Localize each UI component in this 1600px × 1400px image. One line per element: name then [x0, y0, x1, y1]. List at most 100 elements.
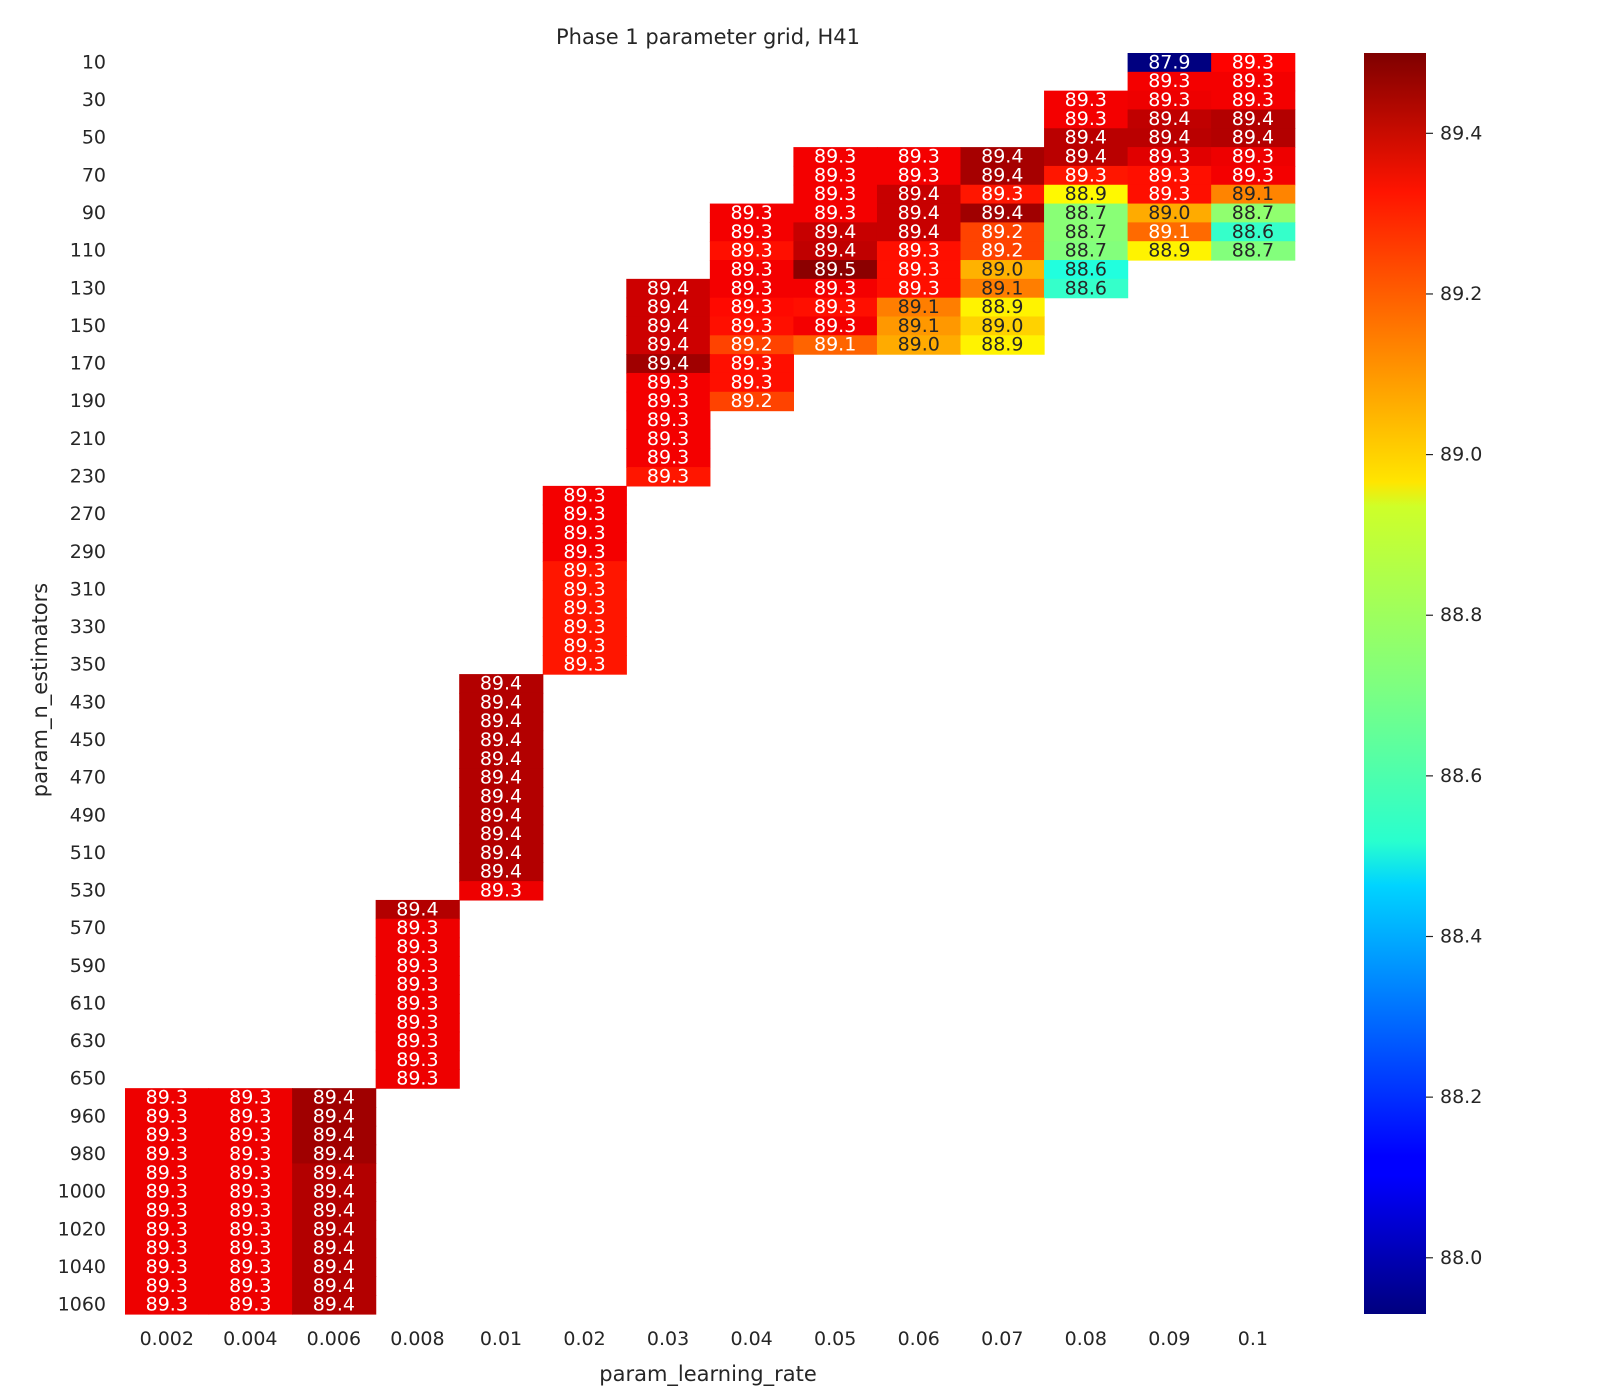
cell-value-label: 89.3 — [730, 296, 772, 318]
cell-value-label: 89.4 — [480, 823, 522, 845]
x-tick-label: 0.006 — [307, 1328, 361, 1350]
cell-value-label: 89.3 — [563, 635, 605, 657]
cell-value-label: 89.3 — [563, 484, 605, 506]
colorbar-tick-label: 88.2 — [1440, 1086, 1482, 1108]
heatmap-cell — [375, 1069, 460, 1089]
heatmap-cell — [542, 655, 627, 675]
heatmap-cell — [709, 278, 794, 299]
cell-value-label: 89.3 — [563, 616, 605, 638]
cell-value-label: 89.3 — [146, 1218, 188, 1240]
heatmap-cell — [1127, 184, 1212, 205]
colorbar-tick-label: 89.0 — [1440, 444, 1482, 466]
heatmap-cell — [1211, 109, 1296, 129]
heatmap-cell — [125, 1201, 210, 1221]
cell-value-label: 89.3 — [563, 541, 605, 563]
heatmap-cell — [459, 768, 544, 788]
cell-value-label: 89.4 — [647, 334, 689, 356]
cell-value-label: 89.3 — [1148, 164, 1190, 186]
cell-value-label: 89.4 — [313, 1105, 355, 1127]
heatmap-cell — [1211, 147, 1296, 167]
cell-value-label: 88.7 — [1065, 202, 1107, 224]
heatmap-cell — [292, 1238, 377, 1259]
heatmap-cell — [626, 448, 711, 468]
heatmap-cell-labels: 87.9 89.389.3 89.389.3 89.3 89.389.3 89.4 89.4… — [146, 51, 1274, 1315]
heatmap-cell — [292, 1295, 377, 1315]
heatmap-cell — [793, 222, 878, 242]
heatmap-cell — [208, 1276, 293, 1296]
heatmap-cell — [542, 542, 627, 562]
cell-value-label: 89.4 — [396, 898, 438, 920]
cell-value-label: 89.4 — [313, 1143, 355, 1165]
cell-value-label: 88.9 — [981, 296, 1023, 318]
chart-title: Phase 1 parameter grid, H41 — [556, 25, 860, 49]
cell-value-label: 89.4 — [313, 1294, 355, 1316]
y-tick-label: 50 — [82, 127, 106, 149]
x-axis-ticks: 0.002 0.004 0.006 0.008 0.01 0.02 0.03 0.04 0.05… — [140, 1328, 1268, 1350]
cell-value-label: 89.3 — [1065, 89, 1107, 111]
heatmap-cell — [125, 1106, 210, 1127]
cell-value-label: 89.3 — [563, 503, 605, 525]
heatmap-cell — [1211, 128, 1296, 148]
cell-value-label: 89.4 — [313, 1087, 355, 1109]
cell-value-label: 89.3 — [396, 974, 438, 996]
cell-value-label: 89.3 — [146, 1256, 188, 1278]
heatmap-cell — [960, 203, 1045, 223]
heatmap-cell — [208, 1163, 293, 1183]
cell-value-label: 89.3 — [814, 164, 856, 186]
cell-value-label: 89.3 — [1232, 164, 1274, 186]
cell-value-label: 89.1 — [1148, 221, 1190, 243]
heatmap-cell — [208, 1201, 293, 1221]
cell-value-label: 89.4 — [1148, 127, 1190, 149]
cell-value-label: 89.4 — [313, 1124, 355, 1146]
cell-value-label: 88.9 — [1148, 240, 1190, 262]
cell-value-label: 89.3 — [229, 1199, 271, 1221]
heatmap-cell — [626, 467, 711, 487]
y-tick-label: 350 — [70, 654, 106, 676]
heatmap-cell — [1127, 90, 1212, 111]
cell-value-label: 89.1 — [814, 334, 856, 356]
cell-value-label: 89.2 — [981, 240, 1023, 262]
heatmap-cell — [375, 918, 460, 939]
heatmap-cell — [208, 1125, 293, 1146]
y-tick-label: 150 — [70, 315, 106, 337]
heatmap-cell — [1211, 222, 1296, 242]
y-tick-label: 610 — [70, 992, 106, 1014]
heatmap-cell — [876, 203, 962, 223]
cell-value-label: 89.4 — [898, 221, 940, 243]
cell-value-label: 89.4 — [981, 202, 1023, 224]
cell-value-label: 89.3 — [146, 1124, 188, 1146]
cell-value-label: 88.6 — [1065, 258, 1107, 280]
cell-value-label: 89.3 — [730, 258, 772, 280]
cell-value-label: 89.3 — [898, 258, 940, 280]
heatmap-cell — [709, 297, 794, 318]
y-axis-label: param_n_estimators — [28, 583, 53, 797]
cell-value-label: 89.3 — [563, 654, 605, 676]
heatmap-cell — [709, 372, 794, 393]
heatmap-cells — [125, 53, 1296, 1315]
cell-value-label: 89.3 — [730, 371, 772, 393]
cell-value-label: 88.9 — [1065, 183, 1107, 205]
heatmap-cell — [125, 1163, 210, 1183]
heatmap-cell — [709, 260, 794, 280]
cell-value-label: 89.4 — [480, 767, 522, 789]
heatmap-cell — [208, 1295, 293, 1315]
heatmap-cell — [960, 278, 1045, 299]
cell-value-label: 89.3 — [146, 1237, 188, 1259]
cell-value-label: 89.3 — [1065, 164, 1107, 186]
cell-value-label: 89.2 — [730, 334, 772, 356]
heatmap-cell — [876, 222, 962, 242]
heatmap-cell — [375, 975, 460, 995]
heatmap-cell — [125, 1219, 210, 1240]
cell-value-label: 89.3 — [396, 992, 438, 1014]
cell-value-label: 89.3 — [229, 1294, 271, 1316]
cell-value-label: 89.3 — [647, 371, 689, 393]
cell-value-label: 89.1 — [898, 315, 940, 337]
cell-value-label: 89.3 — [1232, 89, 1274, 111]
cell-value-label: 89.4 — [480, 710, 522, 732]
heatmap-cell — [208, 1106, 293, 1127]
heatmap-cell — [1044, 184, 1129, 205]
cell-value-label: 89.3 — [396, 936, 438, 958]
y-tick-label: 90 — [82, 202, 106, 224]
y-tick-label: 530 — [70, 880, 106, 902]
colorbar-ticks: 88.0 88.2 88.4 88.6 88.8 89.0 89.2 89.4 — [1426, 122, 1482, 1269]
